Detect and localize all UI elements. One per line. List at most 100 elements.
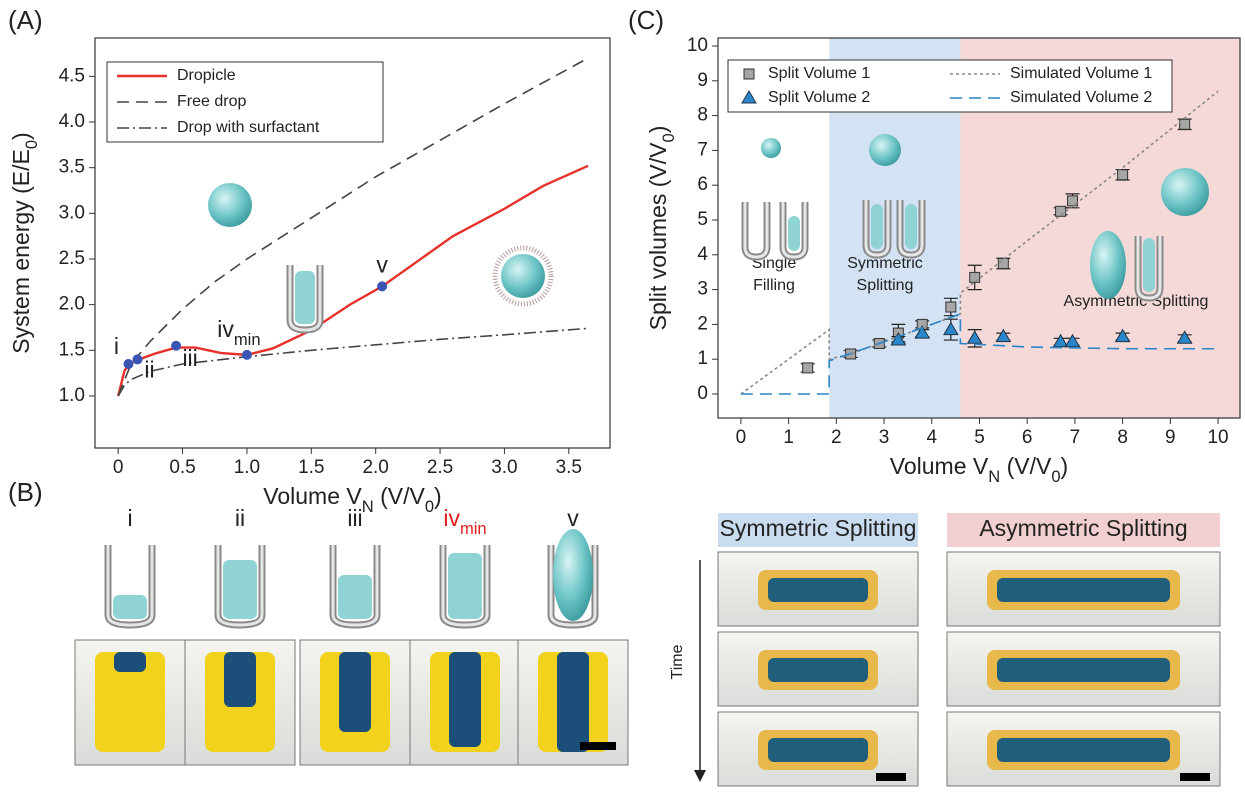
point-label: ii <box>144 357 154 383</box>
photo-fluid <box>997 578 1170 602</box>
drop-illustration <box>1161 168 1209 216</box>
photo-fluid <box>768 738 868 762</box>
y-tick-label: 4.0 <box>59 111 85 132</box>
point <box>946 302 956 312</box>
fluid-illustration <box>223 560 257 619</box>
y-tick-label: 9 <box>697 70 708 91</box>
y-axis-label-part: 0 <box>22 140 41 149</box>
figure: (A)(B)(C)00.51.01.52.02.53.03.51.01.52.0… <box>0 0 1245 792</box>
x-tick-label: 10 <box>1207 427 1228 448</box>
photo-fluid <box>224 652 256 707</box>
y-axis-label: System energy (E/E0) <box>8 132 41 353</box>
y-tick-label: 3.5 <box>59 157 85 178</box>
x-axis-label: Volume VN (V/V0) <box>890 453 1068 486</box>
annotation: Splitting <box>857 277 914 294</box>
point <box>132 354 142 364</box>
x-tick-label: 3 <box>879 427 890 448</box>
annotation: Asymmetric Splitting <box>1064 293 1209 310</box>
point-label: ivmin <box>217 316 260 349</box>
point <box>377 281 387 291</box>
y-tick-label: 3.0 <box>59 202 85 223</box>
y-axis-label-part: System energy (E/E <box>8 149 34 354</box>
drop-illustration <box>553 529 593 621</box>
time-label: Time <box>669 644 686 679</box>
x-axis-label-part: N <box>362 497 374 516</box>
scale-bar <box>580 742 616 750</box>
legend-label: Drop with surfactant <box>177 119 320 136</box>
time-arrow-head <box>694 770 706 782</box>
y-axis-label-part: Split volumes (V/V <box>645 142 671 331</box>
point <box>998 258 1008 268</box>
legend-label: Split Volume 2 <box>768 89 870 106</box>
legend-marker <box>744 69 754 79</box>
x-tick-label: 4 <box>926 427 937 448</box>
channel-illustration <box>745 202 767 257</box>
x-tick-label: 0 <box>736 427 747 448</box>
point <box>1056 206 1066 216</box>
x-tick-label: 1 <box>783 427 794 448</box>
point <box>970 272 980 282</box>
header: Asymmetric Splitting <box>979 515 1187 541</box>
x-axis-label-part: Volume V <box>890 453 989 479</box>
x-axis-label-part: N <box>988 467 1000 486</box>
panel-label: (A) <box>8 5 43 35</box>
stage-label: ii <box>235 505 245 531</box>
x-axis-label-part: 0 <box>425 497 434 516</box>
x-axis-label-part: (V/V <box>374 483 426 509</box>
y-axis-label-part: ) <box>645 126 671 134</box>
y-tick-label: 0 <box>697 383 708 404</box>
point-label: v <box>376 251 388 277</box>
y-tick-label: 4 <box>697 244 708 265</box>
x-tick-label: 7 <box>1070 427 1081 448</box>
photo-fluid <box>339 652 371 732</box>
y-axis-label-part: ) <box>8 132 34 140</box>
photo-fluid <box>557 652 589 752</box>
stage-label-sub: min <box>460 519 487 538</box>
y-tick-label: 10 <box>687 35 708 56</box>
y-tick-label: 5 <box>697 209 708 230</box>
y-tick-label: 2 <box>697 313 708 334</box>
y-tick-label: 6 <box>697 174 708 195</box>
y-tick-label: 3 <box>697 279 708 300</box>
photo-fluid <box>768 578 868 602</box>
drop-illustration <box>869 134 901 166</box>
drop-illustration <box>208 183 252 227</box>
x-axis-label-part: 0 <box>1051 467 1060 486</box>
x-tick-label: 3.0 <box>491 457 517 478</box>
legend-label: Simulated Volume 2 <box>1010 89 1152 106</box>
drop-illustration <box>501 254 545 298</box>
x-tick-label: 2 <box>831 427 842 448</box>
y-tick-label: 8 <box>697 105 708 126</box>
photo-fluid <box>997 658 1170 682</box>
x-tick-label: 0.5 <box>169 457 195 478</box>
x-axis-label-part: ) <box>434 483 442 509</box>
y-tick-label: 4.5 <box>59 65 85 86</box>
legend-label: Split Volume 1 <box>768 65 870 82</box>
fluid-illustration <box>871 204 883 249</box>
x-tick-label: 1.5 <box>298 457 324 478</box>
point <box>171 341 181 351</box>
y-tick-label: 7 <box>697 139 708 160</box>
fluid-illustration <box>113 595 147 619</box>
scale-bar <box>1180 773 1210 781</box>
y-axis-label: Split volumes (V/V0) <box>645 126 678 331</box>
scale-bar <box>876 773 906 781</box>
x-tick-label: 6 <box>1022 427 1033 448</box>
x-tick-label: 5 <box>974 427 985 448</box>
point-label-sub: min <box>234 330 261 349</box>
fluid-illustration <box>1143 238 1155 292</box>
x-tick-label: 0 <box>113 457 124 478</box>
header: Symmetric Splitting <box>720 515 917 541</box>
drop-illustration <box>1090 231 1126 299</box>
x-tick-label: 9 <box>1165 427 1176 448</box>
x-tick-label: 1.0 <box>234 457 260 478</box>
x-axis-label-part: ) <box>1061 453 1069 479</box>
y-tick-label: 2.0 <box>59 294 85 315</box>
photo-fluid <box>997 738 1170 762</box>
point-label: iii <box>182 345 197 371</box>
y-tick-label: 2.5 <box>59 248 85 269</box>
panel-label: (C) <box>628 5 664 35</box>
fluid-illustration <box>788 216 800 251</box>
legend-label: Simulated Volume 1 <box>1010 65 1152 82</box>
stage-label: iii <box>347 505 362 531</box>
